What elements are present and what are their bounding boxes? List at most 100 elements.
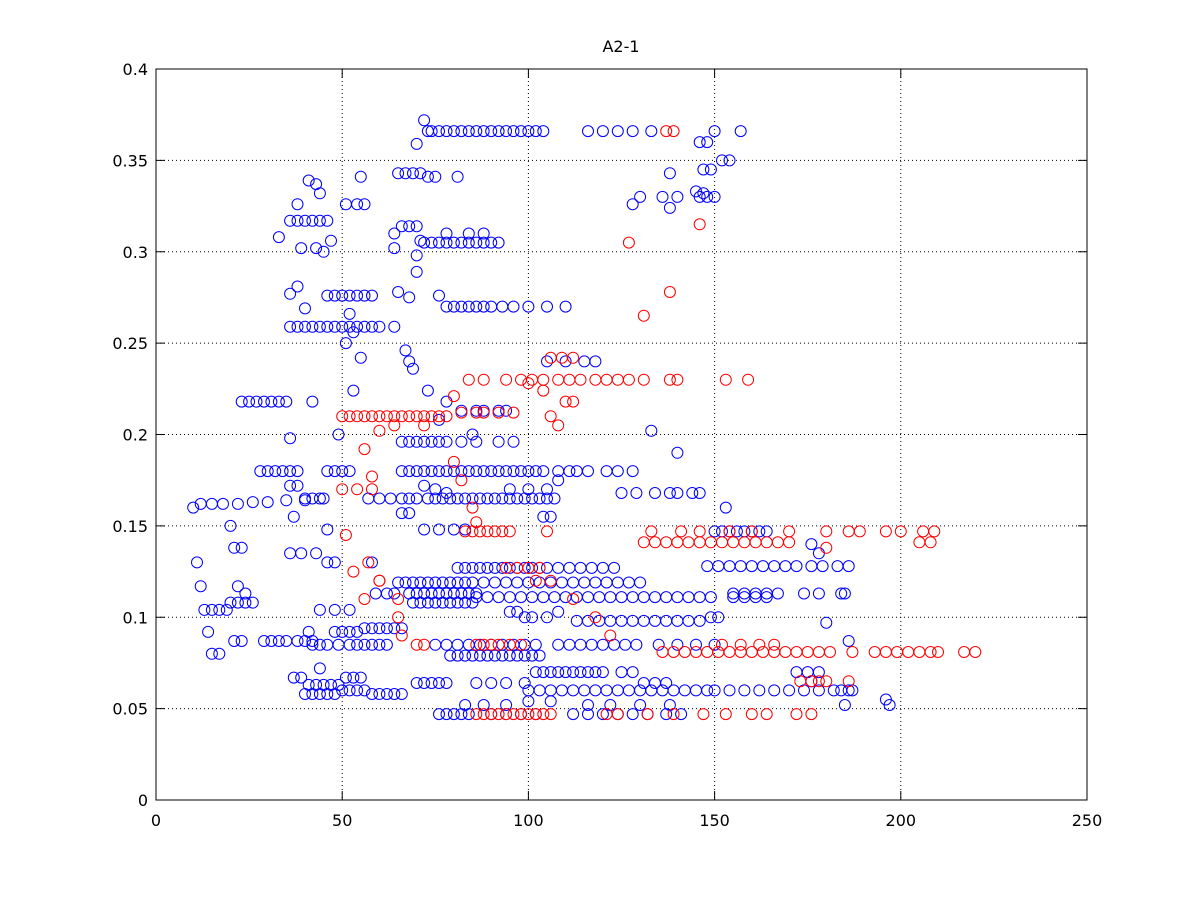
data-point	[835, 587, 848, 600]
data-point	[399, 576, 412, 589]
data-point	[302, 174, 315, 187]
data-point	[380, 638, 393, 651]
y-tick-labels: 0 0.05 0.1 0.15 0.2 0.25 0.3 0.35 0.4	[112, 60, 148, 810]
y-tick-label: 0.3	[123, 243, 148, 262]
data-point	[485, 638, 498, 651]
data-point	[407, 362, 419, 375]
data-point	[313, 214, 326, 227]
data-point	[783, 684, 796, 697]
data-point	[425, 125, 438, 138]
data-point	[336, 483, 349, 496]
data-point	[690, 638, 702, 651]
data-point	[477, 406, 490, 419]
data-point	[351, 483, 364, 496]
data-point	[511, 492, 524, 505]
data-point	[459, 699, 472, 711]
data-point	[827, 684, 840, 697]
data-point	[734, 638, 747, 651]
data-point	[522, 465, 535, 478]
data-point	[313, 320, 326, 333]
data-point	[533, 492, 546, 505]
data-point	[414, 576, 427, 589]
data-point	[395, 622, 408, 635]
data-point	[328, 465, 341, 478]
data-point	[392, 593, 405, 605]
data-point	[496, 649, 509, 662]
data-point	[410, 249, 423, 262]
data-point	[582, 699, 594, 711]
data-point	[291, 280, 304, 293]
data-point	[742, 373, 755, 386]
data-point	[634, 699, 647, 711]
data-point	[306, 638, 319, 651]
data-point	[366, 483, 378, 496]
data-point	[503, 483, 516, 496]
data-point	[645, 525, 658, 538]
data-point	[321, 688, 334, 700]
data-point	[481, 649, 494, 662]
data-point	[515, 708, 527, 721]
data-point	[470, 236, 483, 249]
data-point	[544, 666, 557, 679]
data-point	[217, 497, 229, 510]
data-point	[730, 525, 743, 538]
data-point	[414, 167, 427, 180]
data-point	[474, 492, 486, 505]
data-point	[366, 556, 378, 569]
data-point	[667, 708, 680, 721]
data-point	[339, 337, 352, 350]
data-point	[816, 560, 829, 573]
data-point	[533, 561, 546, 574]
x-tick-label: 250	[1072, 811, 1103, 830]
data-point	[529, 125, 542, 138]
data-point	[447, 465, 460, 478]
data-point	[477, 699, 490, 711]
data-point	[358, 410, 371, 423]
data-point	[459, 649, 472, 662]
data-point	[522, 125, 535, 138]
data-point	[466, 428, 479, 441]
data-point	[537, 384, 550, 397]
data-point	[637, 309, 650, 322]
data-point	[470, 465, 483, 478]
data-point	[477, 227, 490, 240]
data-point	[187, 501, 200, 514]
data-point	[418, 435, 431, 448]
data-point	[403, 355, 416, 368]
x-tick-label: 150	[699, 811, 730, 830]
data-point	[723, 684, 736, 697]
data-point	[373, 320, 386, 333]
data-point	[812, 666, 825, 679]
data-point	[924, 536, 937, 549]
data-point	[574, 666, 587, 679]
data-point	[894, 525, 907, 538]
data-point	[507, 708, 520, 721]
data-point	[544, 708, 557, 721]
data-point	[671, 446, 684, 459]
data-point	[544, 510, 557, 523]
data-point	[842, 675, 855, 688]
data-point	[548, 492, 561, 505]
data-point	[235, 395, 248, 408]
data-point	[321, 556, 334, 569]
data-point	[481, 525, 494, 538]
data-point	[299, 302, 311, 315]
data-point	[626, 125, 639, 138]
data-point	[768, 638, 781, 651]
data-point	[559, 395, 572, 408]
data-point	[395, 688, 408, 700]
data-point	[477, 465, 490, 478]
data-point	[529, 574, 542, 587]
data-point	[410, 435, 423, 448]
data-point	[626, 666, 639, 679]
data-point	[611, 708, 624, 721]
data-point	[723, 525, 736, 538]
data-point	[358, 684, 371, 697]
data-point	[552, 605, 565, 618]
data-point	[697, 708, 710, 721]
data-point	[433, 523, 445, 536]
data-point	[332, 428, 345, 441]
data-point	[418, 465, 431, 478]
data-point	[447, 300, 460, 313]
data-point	[328, 320, 341, 333]
